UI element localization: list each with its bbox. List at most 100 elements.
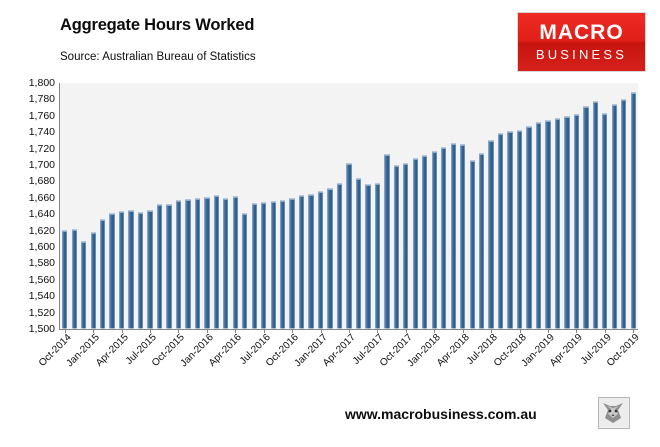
y-axis-tick-label: 1,540 xyxy=(28,290,55,303)
y-axis-tick-label: 1,680 xyxy=(28,175,55,188)
bar xyxy=(469,160,476,329)
bar xyxy=(564,115,570,329)
x-axis-tick-mark xyxy=(150,329,152,333)
bar xyxy=(166,203,172,329)
macrobusiness-logo: MACRO BUSINESS xyxy=(518,13,645,71)
bar xyxy=(194,197,201,329)
bar xyxy=(611,103,618,329)
x-axis-tick-mark xyxy=(377,329,379,333)
x-axis-tick-mark xyxy=(206,329,208,333)
y-axis-tick-label: 1,500 xyxy=(28,323,55,335)
bar xyxy=(441,146,447,329)
y-axis-tick-label: 1,520 xyxy=(28,306,55,319)
bar xyxy=(232,196,239,329)
x-axis-tick-mark xyxy=(547,329,549,333)
bar xyxy=(583,105,589,329)
bar xyxy=(213,195,220,329)
x-axis-tick-mark xyxy=(121,329,123,333)
bar xyxy=(507,131,514,329)
bar xyxy=(573,114,580,329)
x-axis-tick-mark xyxy=(178,329,180,333)
chart-source-note: Source: Australian Bureau of Statistics xyxy=(60,51,256,63)
bar xyxy=(128,210,135,329)
x-axis-labels: Oct-2014 Jan-2015 Apr-2015 Jul-2015 Oct-2015… xyxy=(37,332,659,392)
fox-head-svg xyxy=(599,398,627,426)
x-axis-tick-mark xyxy=(320,329,322,333)
bar xyxy=(251,202,258,329)
bar xyxy=(81,241,87,329)
bar xyxy=(109,213,116,329)
bar xyxy=(185,199,191,329)
bars-container xyxy=(60,83,638,329)
logo-text-business: BUSINESS xyxy=(535,47,628,62)
bar xyxy=(460,143,466,329)
bar xyxy=(526,125,532,329)
bar xyxy=(602,112,608,329)
y-axis-tick-label: 1,700 xyxy=(28,159,55,171)
page-title: Aggregate Hours Worked xyxy=(60,16,255,34)
x-axis-tick-mark xyxy=(519,329,521,333)
bar xyxy=(280,200,286,329)
bar xyxy=(204,196,210,329)
bar xyxy=(298,195,305,329)
footer-url[interactable]: www.macrobusiness.com.au xyxy=(345,406,537,422)
logo-text-macro: MACRO xyxy=(539,21,624,44)
bar xyxy=(156,204,163,329)
bar xyxy=(422,155,428,329)
x-axis-tick-mark xyxy=(576,329,578,333)
bar xyxy=(365,183,371,329)
y-axis-tick-label: 1,600 xyxy=(28,241,55,253)
x-axis-tick-mark xyxy=(405,329,407,333)
bar xyxy=(592,101,599,329)
bar xyxy=(450,142,457,329)
x-axis-tick-mark xyxy=(434,329,436,333)
bar xyxy=(545,119,551,329)
bar xyxy=(71,228,78,329)
fox-head-icon xyxy=(598,397,630,429)
bar xyxy=(516,129,523,329)
bar xyxy=(327,187,334,329)
bar xyxy=(384,153,390,329)
plot-area xyxy=(59,83,638,333)
bar xyxy=(242,213,248,329)
bar xyxy=(488,140,495,329)
bar xyxy=(270,201,277,329)
x-axis-tick-mark xyxy=(462,329,464,333)
y-axis-tick-label: 1,800 xyxy=(28,77,55,89)
bar xyxy=(535,122,542,329)
y-axis-tick-label: 1,760 xyxy=(28,109,55,122)
x-axis-tick-mark xyxy=(491,329,493,333)
bar xyxy=(346,162,352,329)
x-axis-tick-mark xyxy=(93,329,95,333)
bar xyxy=(403,163,409,329)
bar xyxy=(355,178,362,329)
bar xyxy=(147,210,153,329)
bar xyxy=(412,158,419,329)
bar xyxy=(289,197,296,329)
x-axis-tick-mark xyxy=(292,329,294,333)
bar xyxy=(261,201,267,329)
y-axis-labels: 1,800 1,780 1,760 1,740 1,720 1,700 1,680 1,660… xyxy=(0,77,55,335)
bar xyxy=(90,232,97,329)
bar xyxy=(137,211,144,329)
bar xyxy=(621,99,627,329)
bar xyxy=(336,183,343,329)
x-axis-tick-mark xyxy=(235,329,237,333)
x-axis-tick-mark xyxy=(64,329,66,333)
bar xyxy=(118,210,125,329)
bar xyxy=(308,193,315,329)
bar xyxy=(99,219,106,329)
bar xyxy=(175,200,182,329)
bar xyxy=(479,152,485,329)
bar xyxy=(374,183,381,329)
y-axis-tick-label: 1,740 xyxy=(28,126,55,139)
bar xyxy=(223,197,229,329)
x-axis-tick-mark xyxy=(604,329,606,333)
y-axis-tick-label: 1,620 xyxy=(28,224,55,237)
y-axis-tick-label: 1,720 xyxy=(28,142,55,155)
bar xyxy=(431,151,438,329)
x-axis-tick-mark xyxy=(633,329,635,333)
bar-chart: 1,800 1,780 1,760 1,740 1,720 1,700 1,680 1,660… xyxy=(0,77,659,392)
y-axis-tick-label: 1,660 xyxy=(28,191,55,204)
